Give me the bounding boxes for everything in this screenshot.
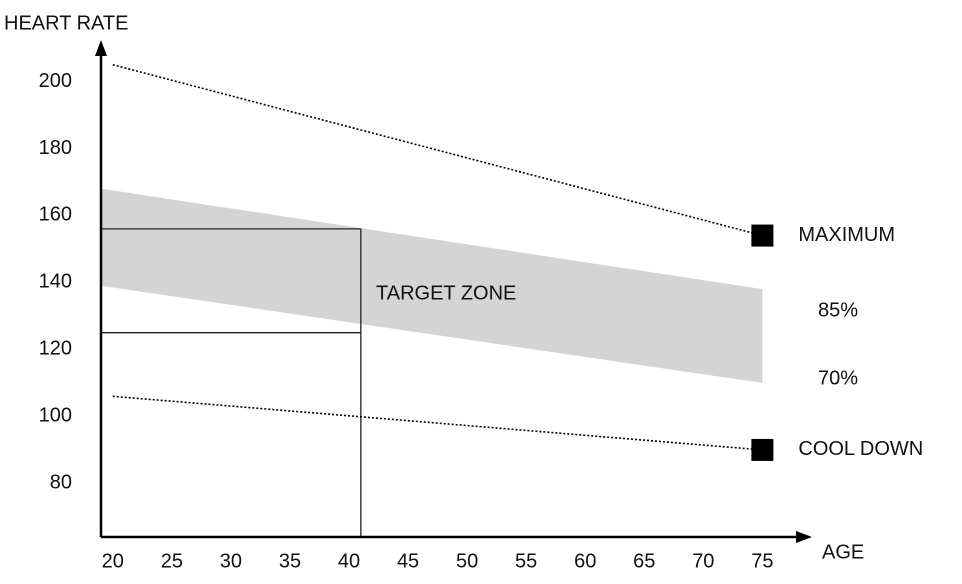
y-tick-label: 100 <box>39 405 72 427</box>
target-label: TARGET ZONE <box>376 282 516 304</box>
x-tick-label: 45 <box>397 550 419 572</box>
x-tick-label: 35 <box>279 550 301 572</box>
x-tick-label: 40 <box>338 550 360 572</box>
band-upper-label: 85% <box>818 299 858 321</box>
legend-marker <box>751 224 774 247</box>
legend-marker <box>751 438 774 461</box>
x-tick-label: 70 <box>692 550 714 572</box>
plot-area <box>101 63 763 537</box>
y-tick-label: 180 <box>39 137 72 159</box>
y-tick-label: 140 <box>39 271 72 293</box>
x-tick-label: 25 <box>161 550 183 572</box>
legend-label: MAXIMUM <box>798 224 895 246</box>
x-tick-label: 20 <box>102 550 124 572</box>
y-tick-label: 120 <box>39 338 72 360</box>
x-tick-label: 55 <box>515 550 537 572</box>
x-tick-label: 75 <box>751 550 773 572</box>
x-axis-arrow <box>796 531 812 543</box>
x-tick-label: 60 <box>574 550 596 572</box>
x-tick-label: 30 <box>220 550 242 572</box>
y-axis-arrow <box>95 40 107 56</box>
target-band <box>101 188 763 383</box>
x-tick-label: 50 <box>456 550 478 572</box>
y-tick-label: 200 <box>39 70 72 92</box>
band-lower-label: 70% <box>818 367 858 389</box>
y-axis-label: HEART RATE <box>4 12 128 34</box>
legend-label: COOL DOWN <box>798 438 923 460</box>
y-tick-label: 160 <box>39 204 72 226</box>
x-tick-label: 65 <box>633 550 655 572</box>
x-axis-label: AGE <box>822 541 864 563</box>
series-line <box>112 395 763 451</box>
y-tick-label: 80 <box>50 472 72 494</box>
